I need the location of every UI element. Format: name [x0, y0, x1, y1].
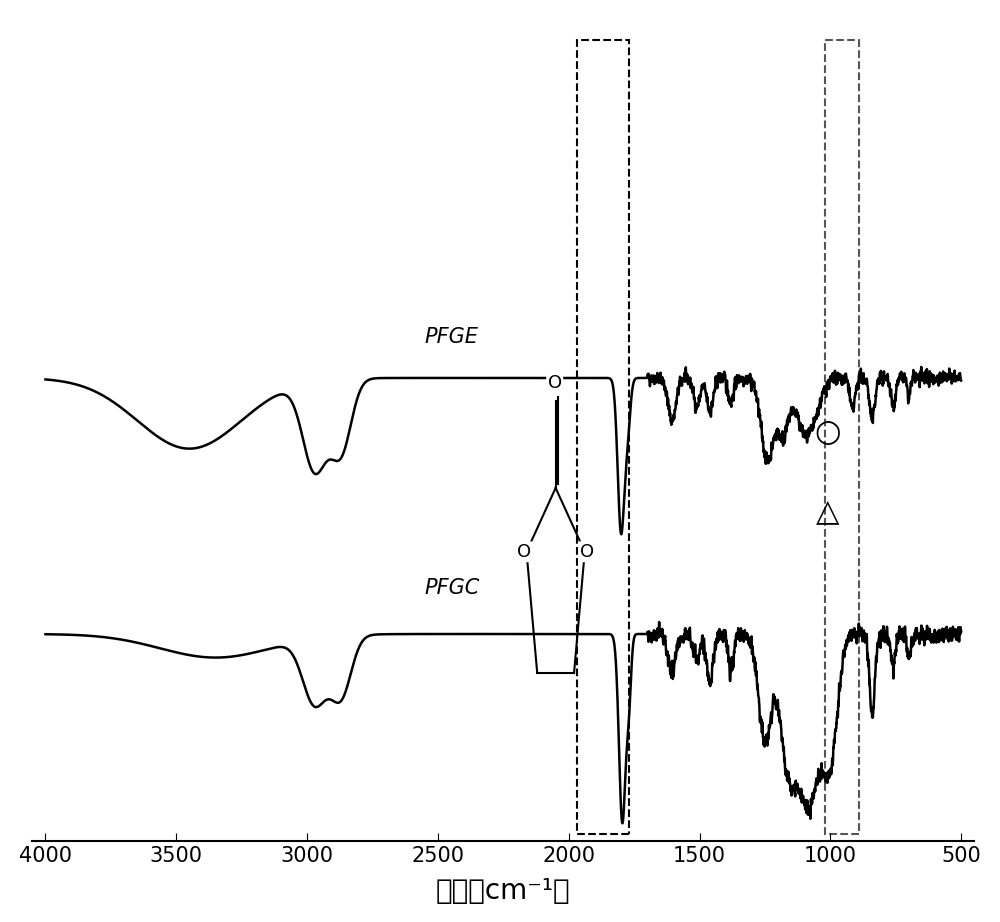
- Text: PFGC: PFGC: [425, 578, 480, 597]
- X-axis label: 波数（cm⁻¹）: 波数（cm⁻¹）: [436, 878, 571, 905]
- Text: PFGE: PFGE: [425, 326, 479, 347]
- Text: △: △: [816, 497, 839, 526]
- Bar: [577, 41, 629, 833]
- Text: O: O: [548, 373, 562, 392]
- Text: O: O: [517, 543, 531, 561]
- Bar: [825, 41, 859, 833]
- Text: O: O: [580, 543, 594, 561]
- Text: ○: ○: [814, 419, 841, 447]
